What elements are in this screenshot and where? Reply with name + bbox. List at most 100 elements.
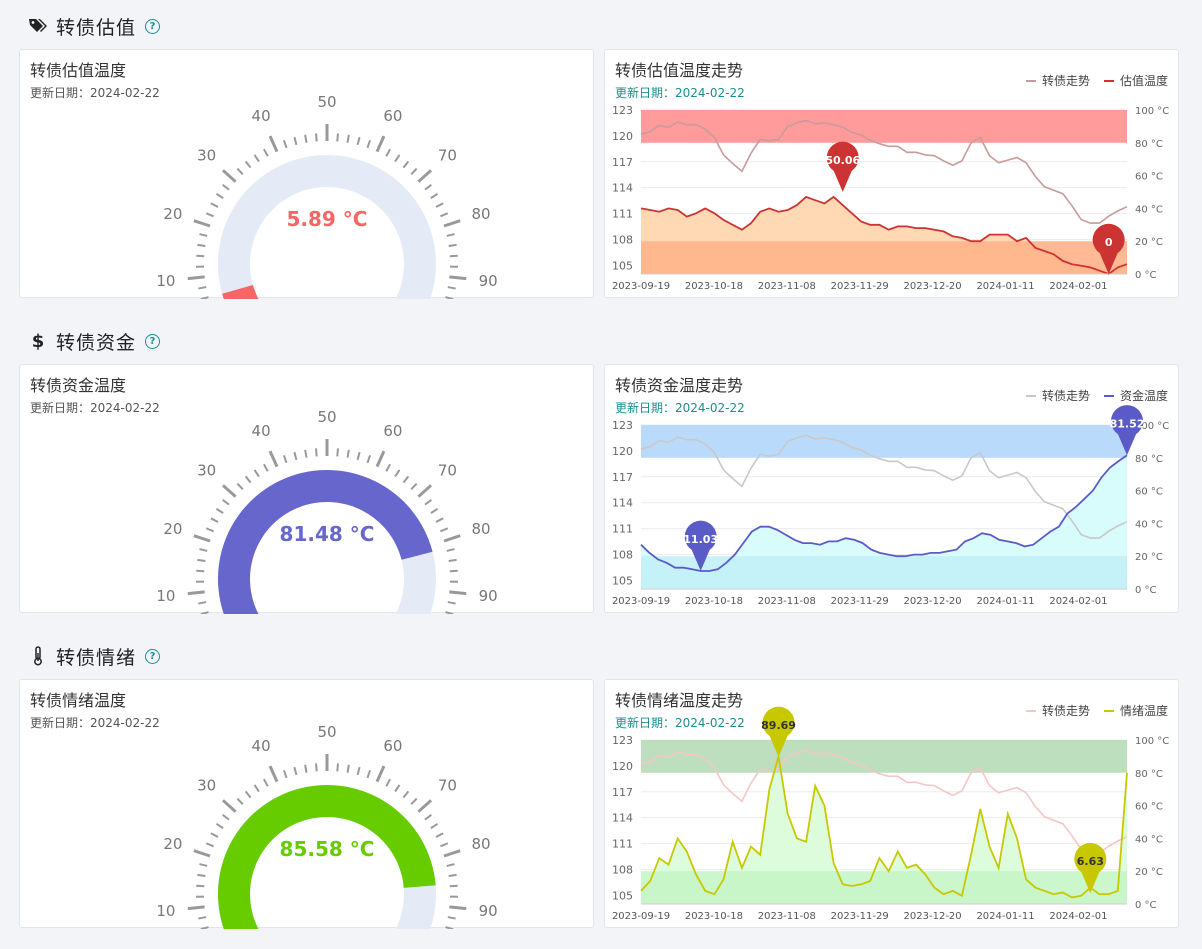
gauge-tick-label: 50 [317, 408, 336, 426]
gauge-minor-tick [356, 451, 361, 461]
y-left-tick-label: 111 [612, 208, 633, 221]
gauge-major-tick [443, 219, 461, 228]
x-tick-label: 2023-09-19 [612, 596, 670, 607]
value-marker-label: 81.52 [1110, 417, 1145, 430]
gauge-tick-label: 40 [252, 107, 271, 125]
gauge-minor-tick [356, 136, 361, 146]
help-icon[interactable]: ? [145, 648, 161, 664]
threshold-band [641, 425, 1127, 458]
value-marker-pin[interactable] [1092, 223, 1125, 274]
gauge-minor-tick [197, 873, 206, 878]
gauge-minor-tick [282, 139, 288, 149]
gauge-tick-label: 70 [438, 777, 457, 795]
legend-item-temperature[interactable]: 估值温度 [1103, 72, 1168, 89]
legend-item-price[interactable]: 转债走势 [1025, 72, 1090, 89]
legend-item-temperature[interactable]: 资金温度 [1103, 387, 1168, 404]
gauge-minor-tick [445, 611, 454, 614]
gauge-minor-tick [446, 548, 455, 552]
y-left-tick-label: 111 [612, 523, 633, 536]
gauge-minor-tick [263, 148, 269, 157]
value-marker-pin[interactable] [826, 141, 859, 192]
gauge-tick-label: 20 [163, 835, 182, 853]
legend-swatch [1025, 709, 1036, 712]
legend-item-temperature[interactable]: 情绪温度 [1103, 702, 1168, 719]
y-right-tick-label: 100 °C [1135, 421, 1169, 432]
gauge-tick-label: 60 [383, 737, 402, 755]
help-icon[interactable]: ? [145, 18, 161, 34]
gauge-track [218, 155, 436, 299]
gauge-minor-tick [385, 148, 391, 157]
legend-label: 转债走势 [1041, 389, 1090, 403]
gauge-minor-tick [222, 499, 230, 506]
x-tick-label: 2023-12-20 [904, 281, 962, 292]
x-tick-label: 2024-01-11 [976, 281, 1034, 292]
gauge-minor-tick [440, 527, 449, 533]
gauge-minor-tick [198, 916, 207, 920]
gauge-minor-tick [253, 154, 260, 163]
gauge-minor-tick [236, 797, 244, 806]
legend-swatch [1103, 394, 1114, 397]
gauge-card-funds: 转债资金温度 更新日期：2024-02-22 01020304050607080… [19, 364, 594, 614]
gauge-tick-label: 80 [472, 520, 491, 538]
gauge-minor-tick [215, 192, 224, 199]
gauge-tick-label: 40 [252, 422, 271, 440]
gauge-minor-tick [410, 797, 418, 806]
gauge-value-label: 85.58 °C [280, 837, 375, 861]
y-left-tick-label: 117 [612, 156, 633, 169]
gauge-card-valuation: 转债估值温度 更新日期：2024-02-22 01020304050607080… [19, 49, 594, 299]
y-right-tick-label: 60 °C [1135, 802, 1163, 813]
gauge-minor-tick [366, 139, 372, 149]
gauge-minor-tick [446, 233, 455, 237]
gauge-minor-tick [394, 154, 401, 163]
value-marker-label: 11.03 [683, 533, 718, 546]
gauge-minor-tick [445, 926, 454, 929]
value-marker-pin[interactable] [684, 520, 717, 571]
value-marker-pin[interactable] [1074, 842, 1107, 894]
gauge-major-tick [417, 169, 433, 183]
y-right-tick-label: 40 °C [1135, 519, 1163, 530]
section-title: 转债估值 [56, 16, 137, 39]
legend-label: 情绪温度 [1119, 704, 1168, 718]
y-right-tick-label: 20 °C [1135, 552, 1163, 563]
gauge-minor-tick [366, 454, 372, 464]
gauge-major-tick [193, 849, 211, 858]
gauge-value-label: 81.48 °C [280, 522, 375, 546]
y-left-tick-label: 108 [612, 233, 633, 246]
gauge-major-tick [268, 450, 279, 468]
gauge-major-tick [375, 765, 386, 783]
gauge-minor-tick [430, 192, 439, 199]
price-line [640, 749, 1128, 854]
gauge-tick-label: 10 [156, 902, 175, 920]
y-right-tick-label: 80 °C [1135, 139, 1163, 150]
gauge-minor-tick [253, 469, 260, 478]
legend-item-price[interactable]: 转债走势 [1025, 702, 1090, 719]
value-marker-pin[interactable] [1111, 405, 1143, 456]
update-date: 更新日期：2024-02-22 [615, 401, 745, 415]
gauge-tick-label: 50 [317, 723, 336, 741]
gauge-minor-tick [447, 916, 456, 920]
gauge-minor-tick [402, 790, 410, 799]
x-tick-label: 2024-02-01 [1049, 596, 1107, 607]
trend-chart: 105 108 111 114 117 120 123 0 °C 20 °C 40 °C 60 °C… [612, 706, 1169, 922]
help-icon[interactable]: ? [145, 333, 161, 349]
x-tick-label: 2023-12-20 [904, 596, 962, 607]
gauge-minor-tick [304, 449, 308, 458]
y-left-tick-label: 120 [612, 130, 633, 143]
gauge-minor-tick [222, 814, 230, 821]
gauge-minor-tick [205, 527, 214, 533]
gauge-tick-label: 70 [438, 462, 457, 480]
update-date: 更新日期：2024-02-22 [30, 716, 160, 730]
x-tick-label: 2024-01-11 [976, 596, 1034, 607]
gauge-tick-label: 30 [197, 147, 216, 165]
y-right-tick-label: 60 °C [1135, 487, 1163, 498]
legend-item-price[interactable]: 转债走势 [1025, 387, 1090, 404]
temperature-area [641, 756, 1127, 904]
gauge-minor-tick [448, 558, 457, 563]
threshold-band [641, 110, 1127, 143]
y-left-tick-label: 111 [612, 838, 633, 851]
gauge-minor-tick [424, 814, 432, 821]
value-marker-label: 50.06 [825, 154, 860, 167]
value-marker-pin[interactable] [762, 706, 795, 757]
y-left-tick-label: 123 [612, 419, 633, 432]
update-date: 更新日期：2024-02-22 [615, 716, 745, 730]
